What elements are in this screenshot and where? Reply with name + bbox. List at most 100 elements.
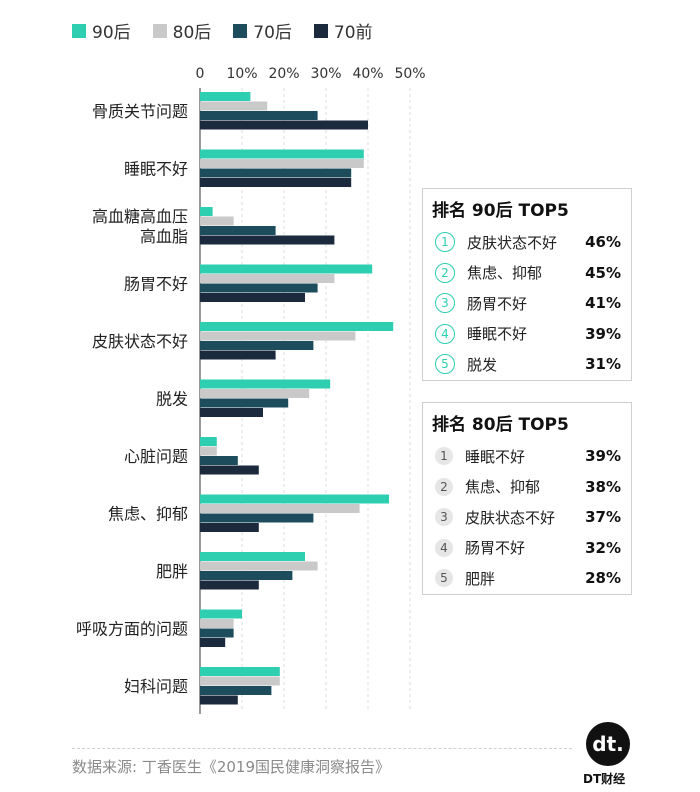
category-label: 脱发 [156, 390, 188, 409]
bar [200, 504, 360, 513]
chart-legend: 90后 80后 70后 70前 [72, 18, 373, 43]
category-label: 呼吸方面的问题 [76, 620, 188, 639]
rank-value: 32% [585, 538, 621, 557]
bar [200, 686, 272, 695]
rank-label: 肠胃不好 [465, 539, 526, 558]
bar [200, 389, 310, 398]
rank-label: 肥胖 [465, 569, 496, 588]
rank-panel-90: 排名 90后 TOP5 1 皮肤状态不好 46% 2 焦虑、抑郁 45% 3 肠胃不好 41% 4… [422, 188, 632, 381]
rank-value: 45% [585, 263, 621, 282]
rank-label: 皮肤状态不好 [467, 233, 558, 252]
rank-row: 2 焦虑、抑郁 45% [423, 258, 631, 289]
category-label: 皮肤状态不好 [92, 332, 188, 351]
legend-swatch-90 [72, 23, 86, 38]
rank-number-badge: 2 [435, 262, 455, 283]
rank-number-badge: 4 [435, 538, 453, 557]
rank-number-badge: 5 [435, 569, 453, 588]
rank-label: 脱发 [467, 355, 498, 374]
legend-swatch-70before [313, 23, 328, 38]
bar [200, 274, 335, 283]
rank-number-badge: 4 [435, 323, 455, 344]
rank-row: 4 肠胃不好 32% [423, 533, 631, 564]
legend-item-90: 90后 [72, 18, 131, 43]
bar [200, 446, 217, 456]
bar [200, 168, 352, 178]
category-label: 高血糖高血压 [92, 207, 188, 226]
rank-number-badge: 3 [435, 293, 455, 314]
rank-value: 46% [585, 233, 621, 252]
bar [200, 408, 263, 417]
legend-label-70before: 70前 [333, 23, 373, 43]
bar [200, 350, 276, 360]
category-label: 骨质关节问题 [92, 102, 188, 121]
rank-value: 41% [585, 294, 621, 313]
rank-label: 焦虑、抑郁 [467, 264, 543, 283]
rank-label: 皮肤状态不好 [465, 508, 556, 527]
x-tick-label: 30% [310, 66, 341, 82]
dt-logo-icon: dt. [586, 722, 630, 766]
x-tick-label: 20% [268, 66, 299, 82]
x-tick-label: 10% [226, 66, 257, 82]
rank-row: 3 皮肤状态不好 37% [423, 502, 631, 533]
rank-row: 4 睡眠不好 39% [423, 319, 631, 350]
bar [200, 609, 242, 619]
legend-label-70: 70后 [253, 23, 292, 43]
bar [200, 149, 364, 159]
source-note: 数据来源: 丁香医生《2019国民健康洞察报告》 [72, 758, 390, 776]
rank-number-badge: 5 [435, 354, 455, 375]
category-label: 高血脂 [140, 227, 188, 246]
rank-number-badge: 1 [435, 447, 453, 466]
x-tick-label: 50% [394, 66, 425, 82]
bar [200, 101, 268, 111]
bar [200, 667, 280, 676]
legend-item-70before: 70前 [313, 18, 373, 43]
rank-value: 31% [585, 355, 621, 374]
category-label: 焦虑、抑郁 [108, 505, 188, 524]
rank-row: 5 脱发 31% [423, 349, 631, 380]
rank-label: 睡眠不好 [467, 325, 528, 344]
rank-row: 5 肥胖 28% [423, 563, 631, 594]
rank-label: 睡眠不好 [465, 447, 526, 466]
rank-value: 37% [585, 508, 621, 527]
bar [200, 331, 356, 341]
rank-number-badge: 1 [435, 232, 455, 253]
rank-panel-90-title: 排名 90后 TOP5 [432, 201, 569, 221]
bar [200, 638, 226, 647]
legend-label-80: 80后 [172, 23, 212, 43]
bar [200, 379, 331, 389]
rank-row: 1 皮肤状态不好 46% [423, 227, 631, 258]
rank-row: 2 焦虑、抑郁 38% [423, 472, 631, 503]
rank-row: 1 睡眠不好 39% [423, 441, 631, 472]
category-label: 肥胖 [156, 562, 188, 581]
bar [200, 695, 238, 705]
bar [200, 120, 368, 130]
bar [200, 235, 335, 245]
legend-item-80: 80后 [152, 18, 212, 43]
bar [200, 322, 394, 331]
category-label: 肠胃不好 [124, 275, 188, 294]
legend-swatch-80 [152, 23, 167, 38]
rank-row: 3 肠胃不好 41% [423, 288, 631, 319]
bar [200, 513, 314, 523]
rank-panel-80: 排名 80后 TOP5 1 睡眠不好 39% 2 焦虑、抑郁 38% 3 皮肤状态不好 37% 4… [422, 402, 632, 595]
bar [200, 456, 238, 465]
bar [200, 216, 234, 226]
legend-label-90: 90后 [92, 23, 131, 43]
bar [200, 628, 234, 638]
category-label: 妇科问题 [124, 677, 188, 696]
bar [200, 341, 314, 350]
rank-value: 39% [585, 324, 621, 343]
category-label: 心脏问题 [124, 447, 188, 466]
bar [200, 571, 293, 580]
rank-number-badge: 2 [435, 477, 453, 496]
bar [200, 207, 213, 216]
bar [200, 92, 251, 101]
bar [200, 494, 389, 504]
rank-value: 39% [585, 447, 621, 466]
rank-panel-80-title: 排名 80后 TOP5 [432, 415, 569, 435]
bar [200, 226, 276, 235]
rank-number-badge: 3 [435, 508, 453, 527]
bar [200, 561, 318, 571]
rank-label: 焦虑、抑郁 [465, 478, 541, 497]
